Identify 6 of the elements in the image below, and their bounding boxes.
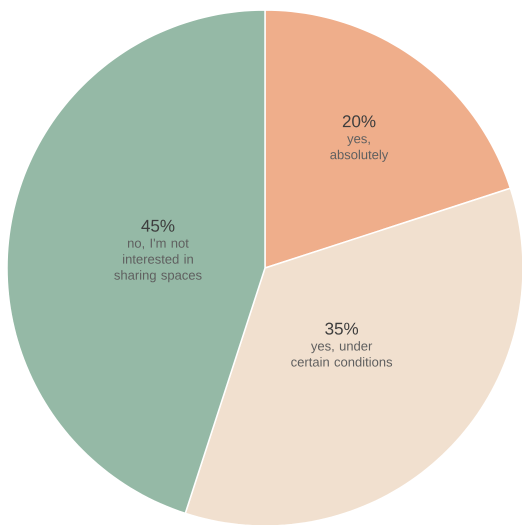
slice-label: no, I'm not interested in sharing spaces (114, 238, 202, 282)
data-label: 20% (342, 115, 376, 128)
data-label: 35% (325, 322, 358, 335)
slice-label: yes, under certain conditions (291, 341, 392, 367)
data-label: 45% (141, 220, 174, 232)
slice-label: yes, absolutely (330, 136, 388, 162)
